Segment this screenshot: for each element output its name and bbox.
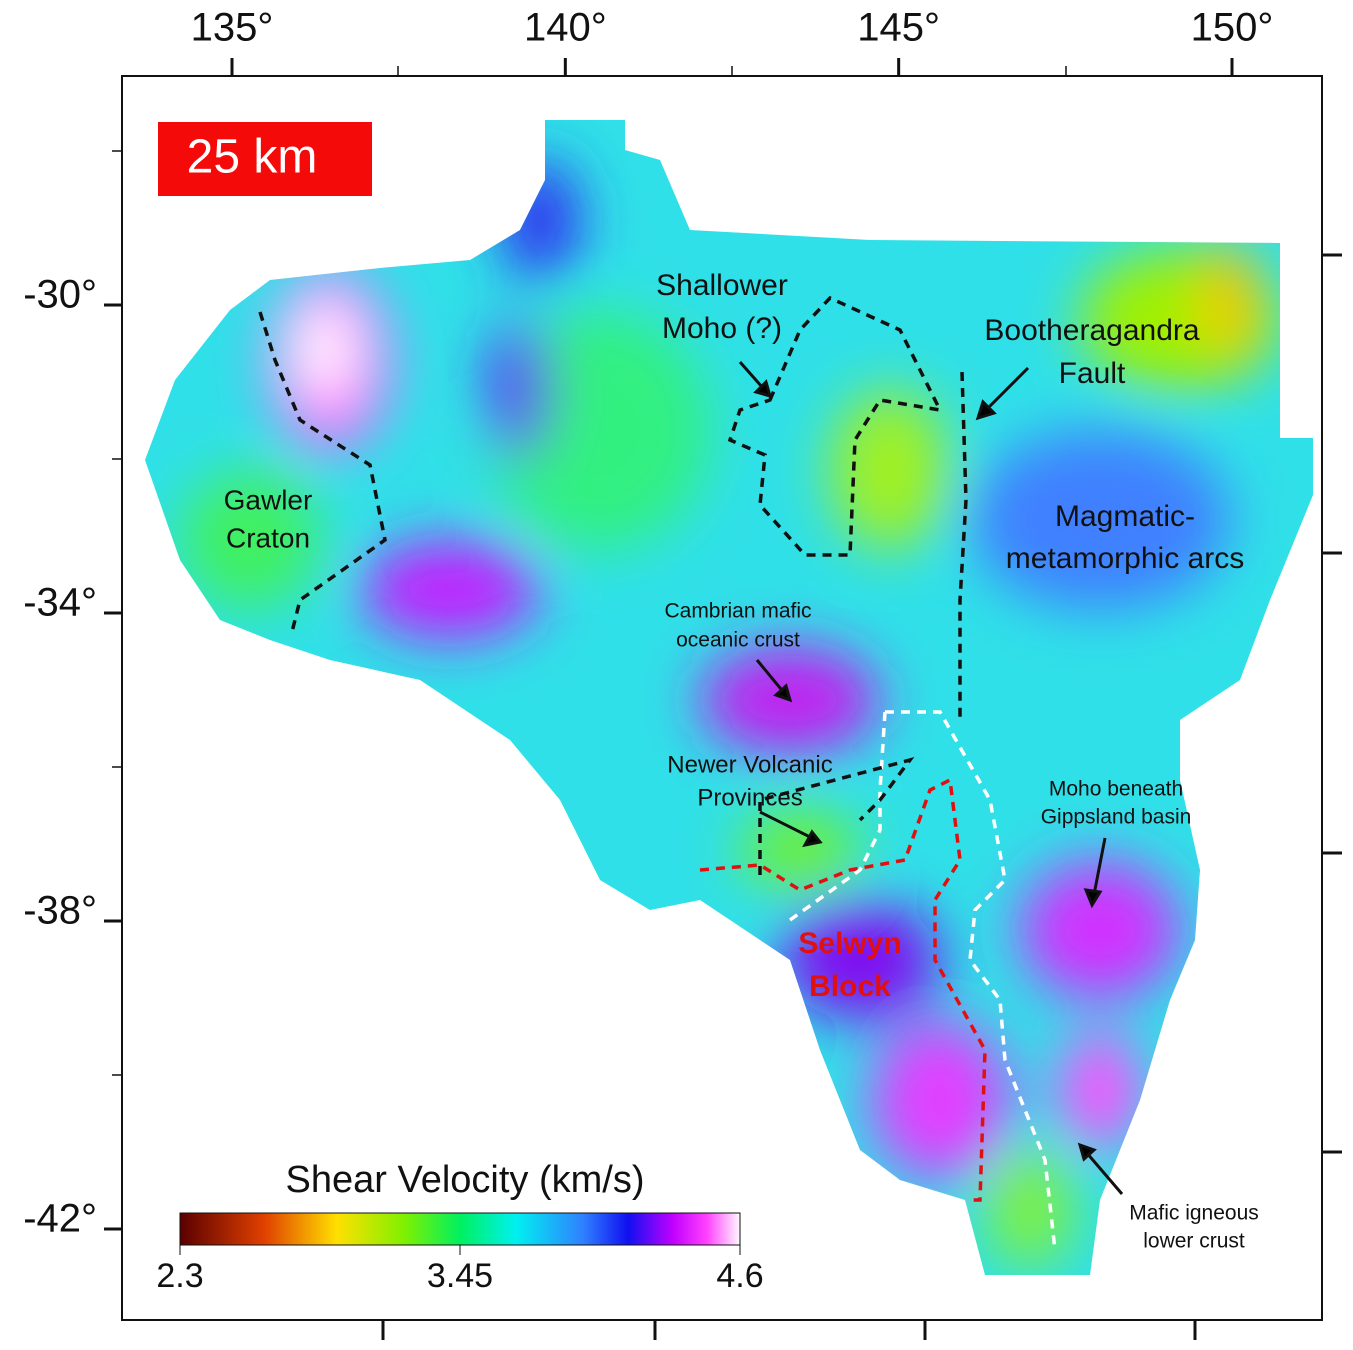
- lon-tick-label: 135°: [191, 6, 274, 50]
- colorbar-tick-label: 4.6: [716, 1257, 763, 1295]
- lon-tick-label: 140°: [524, 6, 607, 50]
- annotation: Moho (?): [662, 312, 782, 345]
- annotation: Newer Volcanic: [667, 751, 832, 778]
- scale-label: 25 km: [187, 131, 318, 184]
- colorbar-tick-label: 3.45: [427, 1257, 493, 1295]
- annotation: Craton: [226, 522, 310, 553]
- frame-ticks: [112, 66, 1342, 1340]
- annotation: Gawler: [224, 484, 313, 515]
- annotation: Fault: [1059, 357, 1126, 390]
- annotation: metamorphic arcs: [1006, 542, 1244, 575]
- scale-box: [158, 122, 372, 196]
- annotation: Bootheragandra: [984, 314, 1199, 347]
- frame: [121, 75, 1323, 1321]
- annotation: Magmatic-: [1055, 500, 1195, 533]
- annotation: oceanic crust: [676, 629, 800, 652]
- annotation: Gippsland basin: [1041, 806, 1192, 829]
- annotation: Cambrian mafic: [664, 600, 811, 623]
- colorbar-title: Shear Velocity (km/s): [286, 1159, 645, 1201]
- annotation: Moho beneath: [1049, 778, 1183, 801]
- colorbar-tick-label: 2.3: [156, 1257, 203, 1295]
- lon-tick-label: 150°: [1191, 6, 1274, 50]
- arrows: [738, 361, 1124, 1195]
- lat-tick-label: -30°: [23, 273, 97, 317]
- boundaries: [258, 295, 1057, 1251]
- annotation: lower crust: [1143, 1230, 1245, 1253]
- colorbar: [179, 1212, 741, 1246]
- annotation: Selwyn: [798, 927, 901, 960]
- lat-tick-label: -38°: [23, 889, 97, 933]
- annotation: Mafic igneous: [1129, 1202, 1259, 1225]
- annotation: Block: [809, 970, 891, 1003]
- lat-tick-label: -34°: [23, 581, 97, 625]
- annotation: Provinces: [697, 784, 802, 811]
- lon-tick-label: 145°: [857, 6, 940, 50]
- lat-tick-label: -42°: [23, 1197, 97, 1241]
- annotation: Shallower: [656, 269, 788, 302]
